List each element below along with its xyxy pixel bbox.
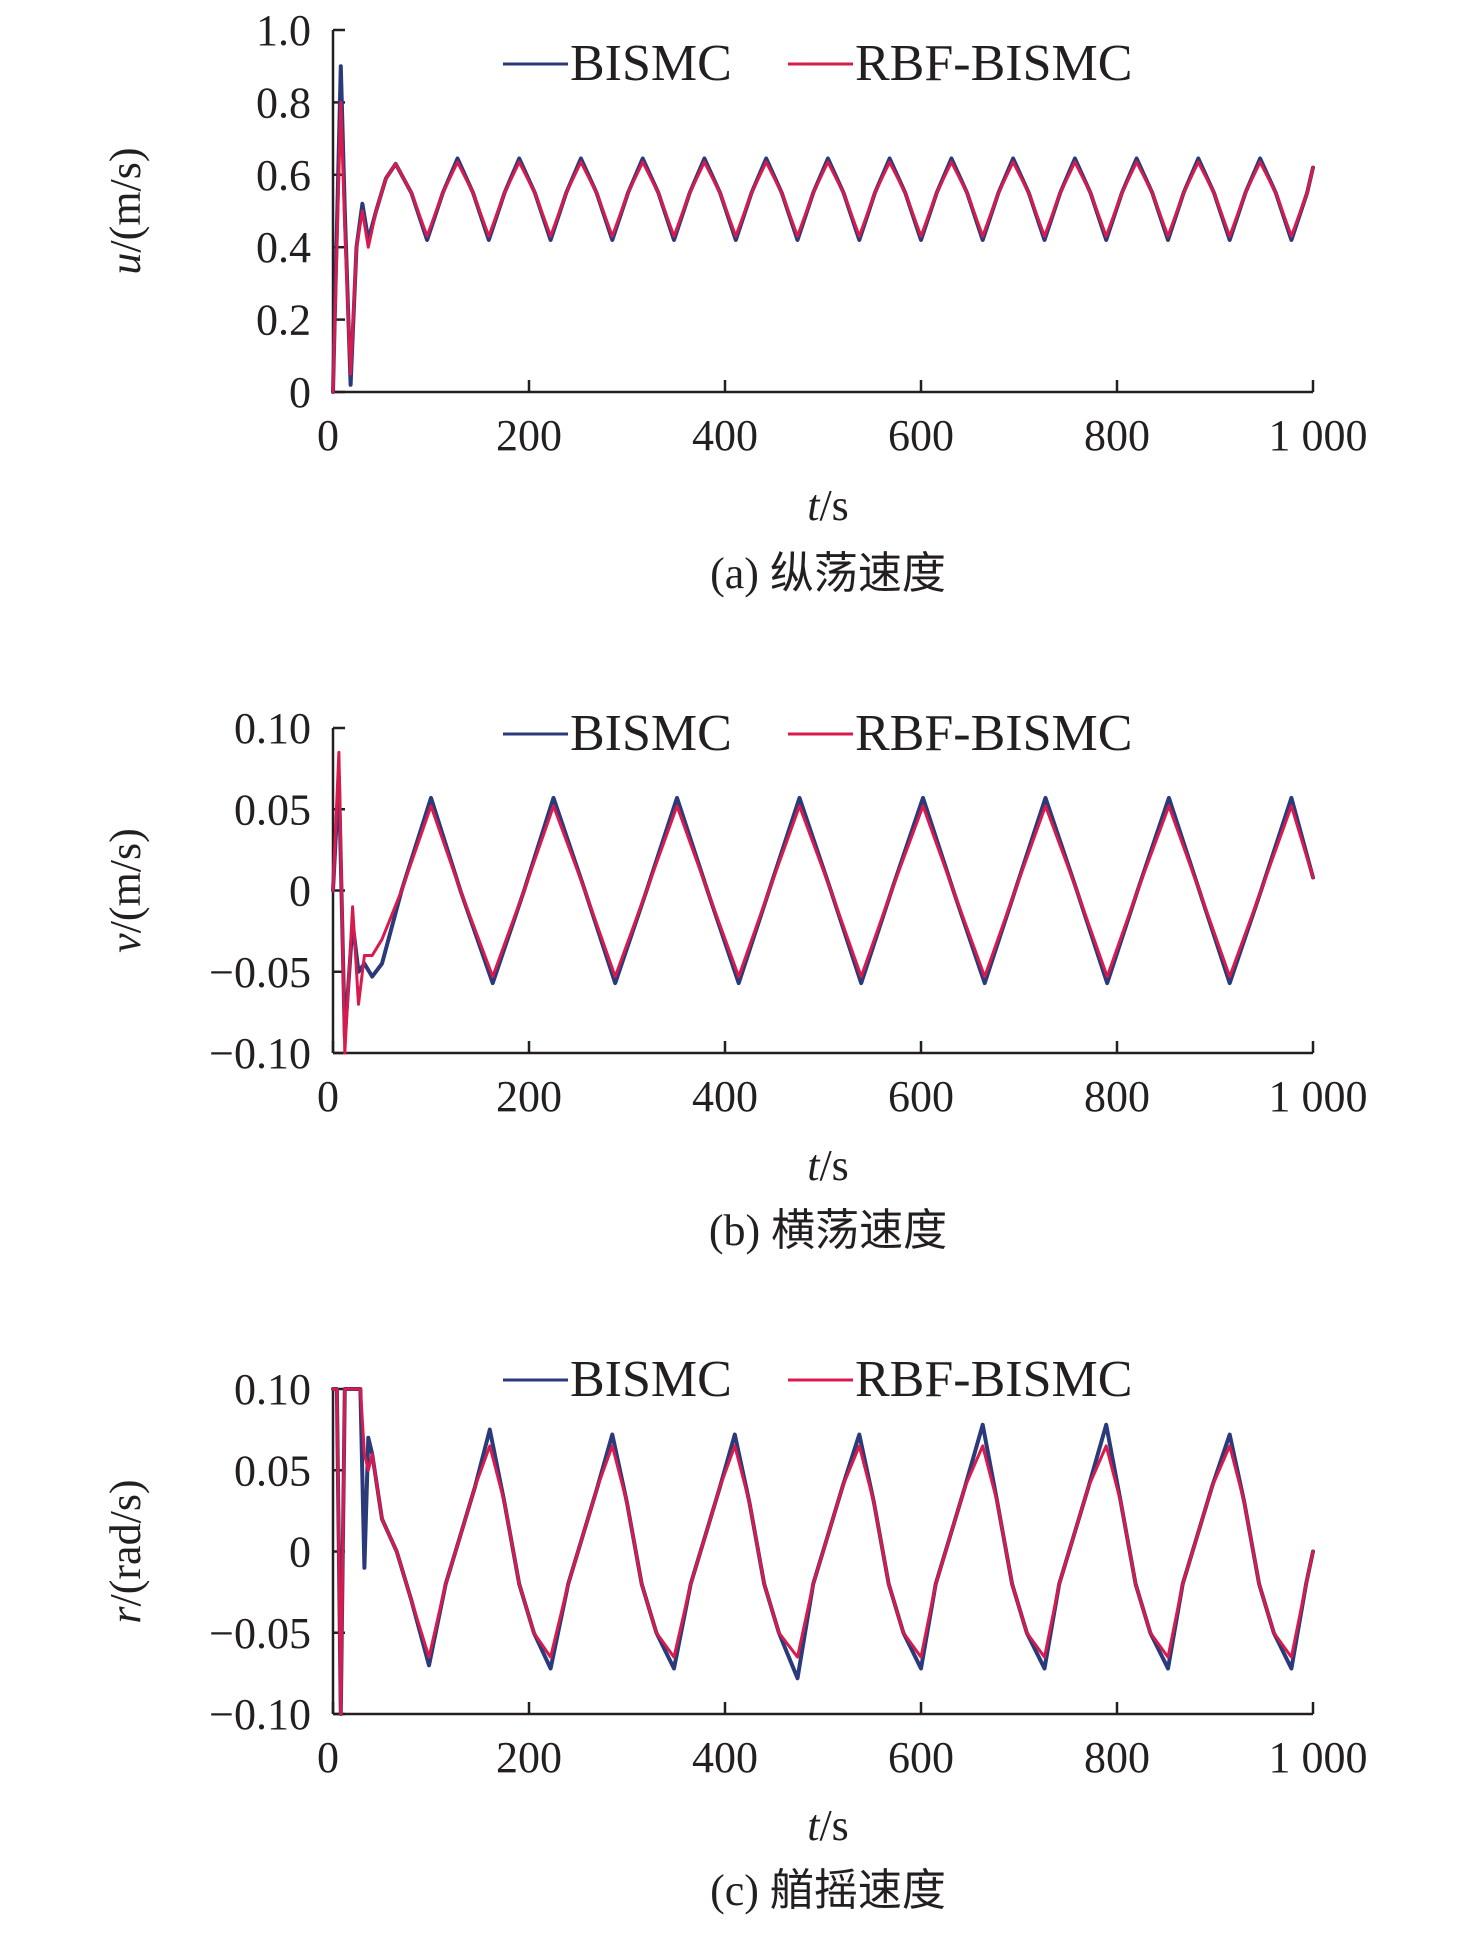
chart-panel-b: −0.10 −0.05 0 0.05 0.10 0 200 400 600 800 1 000 v/(… bbox=[101, 704, 1368, 1255]
x-tick-label: 800 bbox=[1084, 1733, 1150, 1782]
series-line-rbf-bismc bbox=[331, 1387, 1315, 1716]
chart-caption: (b) 横荡速度 bbox=[709, 1206, 947, 1255]
y-axis-title: u/(m/s) bbox=[101, 147, 150, 274]
x-axis-variable: t bbox=[807, 1801, 821, 1850]
y-tick-label: 0 bbox=[289, 368, 311, 417]
x-tick-label: 1 000 bbox=[1269, 1072, 1368, 1121]
x-tick-label: 0 bbox=[317, 411, 339, 460]
x-axis-title: t/s bbox=[807, 1141, 849, 1190]
x-tick-label: 600 bbox=[888, 1072, 954, 1121]
chart-caption: (c) 艏摇速度 bbox=[710, 1866, 946, 1915]
x-tick-label: 800 bbox=[1084, 1072, 1150, 1121]
y-tick-label: 0.8 bbox=[256, 78, 311, 127]
chart-panel-a: 0 0.2 0.4 0.6 0.8 1.0 0 200 400 600 800 1 000 u/(m/s… bbox=[101, 6, 1368, 598]
y-tick-label: 0.05 bbox=[234, 785, 311, 834]
x-tick-label: 800 bbox=[1084, 411, 1150, 460]
series-line-rbf-bismc bbox=[331, 750, 1315, 1055]
legend-label-rbf-bismc: RBF-BISMC bbox=[855, 705, 1132, 762]
y-tick-label: −0.05 bbox=[209, 948, 311, 997]
x-tick-label: 200 bbox=[496, 1733, 562, 1782]
x-tick-label: 0 bbox=[317, 1072, 339, 1121]
y-tick-label: 0.10 bbox=[234, 704, 311, 753]
y-axis-unit: /(rad/s) bbox=[101, 1479, 150, 1606]
y-axis-title: v/(m/s) bbox=[101, 828, 150, 953]
x-axis-unit: /s bbox=[819, 1141, 848, 1190]
x-axis-unit: /s bbox=[819, 481, 848, 530]
x-tick-label: 0 bbox=[317, 1733, 339, 1782]
x-tick-label: 1 000 bbox=[1269, 1733, 1368, 1782]
y-axis-unit: /(m/s) bbox=[101, 828, 150, 933]
y-axis-unit: /(m/s) bbox=[101, 147, 150, 252]
y-axis-variable: u bbox=[101, 253, 150, 275]
legend-label-bismc: BISMC bbox=[570, 705, 732, 762]
x-tick-label: 600 bbox=[888, 1733, 954, 1782]
y-tick-label: 0.10 bbox=[234, 1365, 311, 1414]
x-tick-label: 600 bbox=[888, 411, 954, 460]
x-axis-unit: /s bbox=[819, 1801, 848, 1850]
x-tick-label: 400 bbox=[692, 1072, 758, 1121]
y-tick-label: 1.0 bbox=[256, 6, 311, 55]
y-tick-label: −0.05 bbox=[209, 1609, 311, 1658]
y-tick-label: 0.6 bbox=[256, 151, 311, 200]
chart-caption: (a) 纵荡速度 bbox=[710, 549, 946, 598]
series-line-rbf-bismc bbox=[331, 100, 1315, 394]
x-tick-label: 400 bbox=[692, 411, 758, 460]
x-axis-variable: t bbox=[807, 481, 821, 530]
x-axis-title: t/s bbox=[807, 481, 849, 530]
y-tick-label: 0.2 bbox=[256, 296, 311, 345]
legend-label-bismc: BISMC bbox=[570, 1351, 732, 1408]
legend-label-bismc: BISMC bbox=[570, 35, 732, 92]
y-tick-label: 0 bbox=[289, 1528, 311, 1577]
y-axis-variable: r bbox=[101, 1606, 150, 1624]
y-tick-label: −0.10 bbox=[209, 1690, 311, 1739]
y-tick-label: 0.4 bbox=[256, 223, 311, 272]
x-axis-variable: t bbox=[807, 1141, 821, 1190]
x-tick-label: 400 bbox=[692, 1733, 758, 1782]
y-axis-title: r/(rad/s) bbox=[101, 1479, 150, 1623]
chart-panel-c: −0.10 −0.05 0 0.05 0.10 0 200 400 600 800 1 000 r/(… bbox=[101, 1351, 1368, 1915]
x-axis-title: t/s bbox=[807, 1801, 849, 1850]
y-tick-label: 0 bbox=[289, 867, 311, 916]
x-tick-label: 200 bbox=[496, 1072, 562, 1121]
y-tick-label: 0.05 bbox=[234, 1446, 311, 1495]
y-tick-label: −0.10 bbox=[209, 1029, 311, 1078]
x-tick-label: 200 bbox=[496, 411, 562, 460]
legend-label-rbf-bismc: RBF-BISMC bbox=[855, 35, 1132, 92]
x-tick-label: 1 000 bbox=[1269, 411, 1368, 460]
legend-label-rbf-bismc: RBF-BISMC bbox=[855, 1351, 1132, 1408]
y-axis-variable: v bbox=[101, 933, 150, 953]
